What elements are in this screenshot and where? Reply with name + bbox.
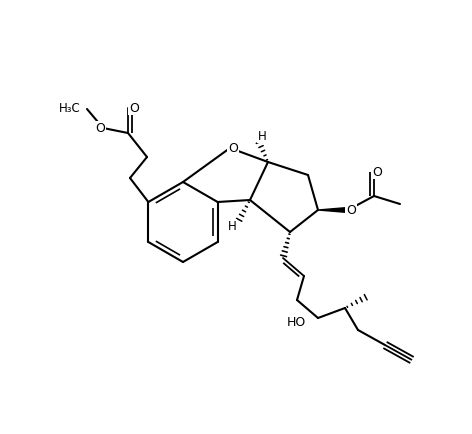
Text: O: O xyxy=(228,141,238,155)
Text: H₃C: H₃C xyxy=(59,102,81,115)
Text: O: O xyxy=(129,102,139,115)
Text: O: O xyxy=(372,165,382,178)
Polygon shape xyxy=(318,207,348,213)
Text: H: H xyxy=(258,129,266,142)
Text: O: O xyxy=(346,204,356,217)
Text: H: H xyxy=(228,220,236,233)
Text: HO: HO xyxy=(287,316,306,329)
Text: O: O xyxy=(95,122,105,135)
